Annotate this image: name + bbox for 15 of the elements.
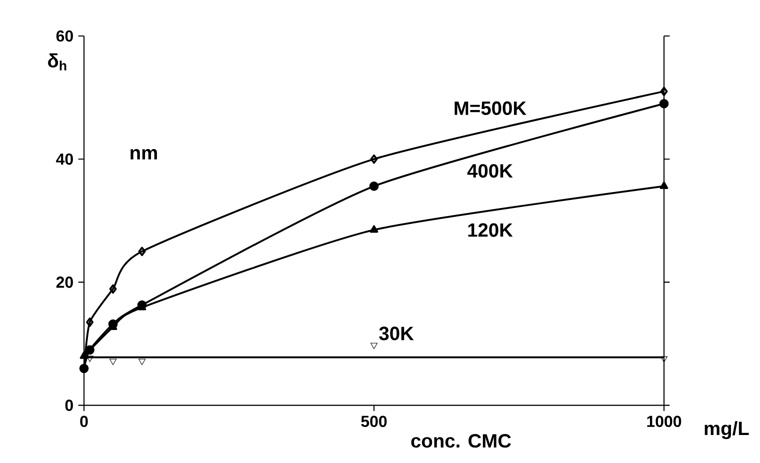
y-tick-label: 0 bbox=[65, 400, 73, 412]
text: mg/L bbox=[704, 421, 749, 440]
series-label: 120K bbox=[468, 223, 513, 238]
y-tick-label: 60 bbox=[56, 30, 73, 42]
series-label: 400K bbox=[467, 164, 513, 178]
x-axis-title: conc. CMC bbox=[411, 434, 511, 448]
x-tick-label: 500 bbox=[361, 416, 387, 428]
x-tick-label: 1000 bbox=[647, 416, 682, 428]
y-axis-title: δ$_{h}$ bbox=[48, 54, 66, 71]
annotation: nm bbox=[130, 149, 157, 160]
series-label: M=500K bbox=[454, 102, 526, 116]
y-tick-label: 40 bbox=[56, 154, 73, 165]
y-tick-label: 20 bbox=[56, 276, 73, 288]
x-tick-label: 0 bbox=[80, 416, 88, 428]
series-label: 30K bbox=[379, 326, 414, 340]
